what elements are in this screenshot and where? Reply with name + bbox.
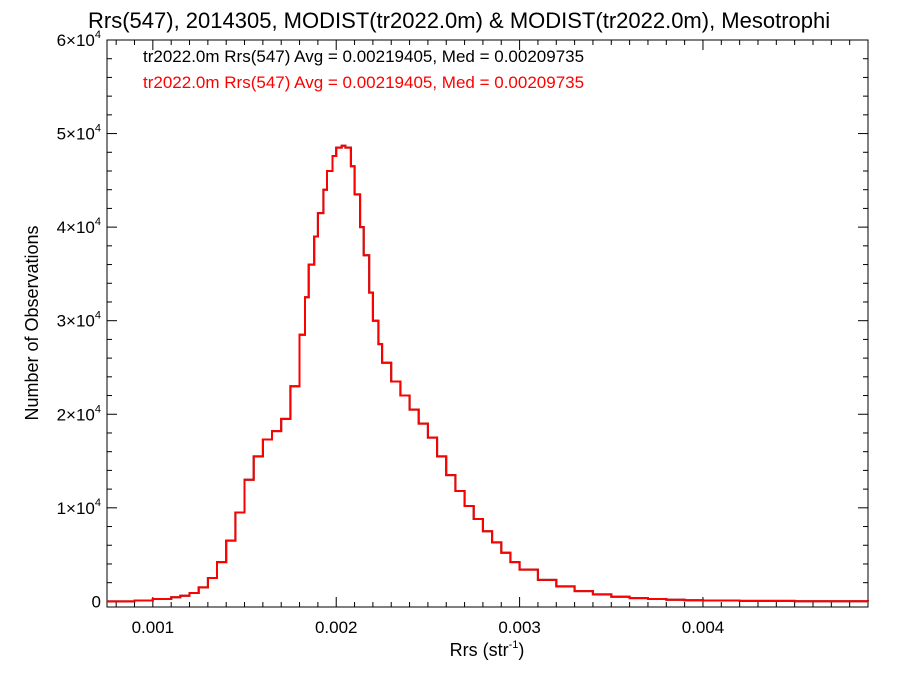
y-tick-label-2: 2×104: [57, 403, 101, 424]
y-tick-label-3: 3×104: [57, 310, 101, 331]
y-tick-label-4: 4×104: [57, 216, 101, 237]
x-axis: 0.001 0.002 0.003 0.004: [115, 40, 851, 637]
x-tick-label-0: 0.001: [132, 618, 175, 637]
legend-entry-0: tr2022.0m Rrs(547) Avg = 0.00219405, Med…: [143, 47, 584, 66]
plot-frame: [106, 39, 869, 608]
y-tick-label-1: 1×104: [57, 497, 101, 518]
x-tick-label-1: 0.002: [315, 618, 358, 637]
series-0-line: [107, 144, 869, 603]
y-axis-label: Number of Observations: [22, 225, 42, 420]
legend-entry-1: tr2022.0m Rrs(547) Avg = 0.00219405, Med…: [143, 73, 584, 92]
y-axis: 0 1×104 2×104 3×104 4×104 5×104 6×104: [57, 29, 868, 611]
y-tick-label-0: 0: [92, 592, 101, 611]
legend: tr2022.0m Rrs(547) Avg = 0.00219405, Med…: [143, 47, 584, 92]
x-axis-label-superscript: -1: [509, 639, 519, 651]
x-tick-label-2: 0.003: [498, 618, 541, 637]
y-tick-label-6: 6×104: [57, 29, 101, 50]
x-axis-label: Rrs (str-1): [450, 639, 525, 660]
x-tick-label-3: 0.004: [682, 618, 725, 637]
y-tick-label-5: 5×104: [57, 123, 101, 144]
series-1-line: [107, 144, 869, 603]
series-layer: [107, 144, 869, 603]
x-axis-label-close: ): [518, 640, 524, 660]
x-axis-label-main: Rrs (str: [450, 640, 509, 660]
chart-title: Rrs(547), 2014305, MODIST(tr2022.0m) & M…: [88, 8, 830, 33]
